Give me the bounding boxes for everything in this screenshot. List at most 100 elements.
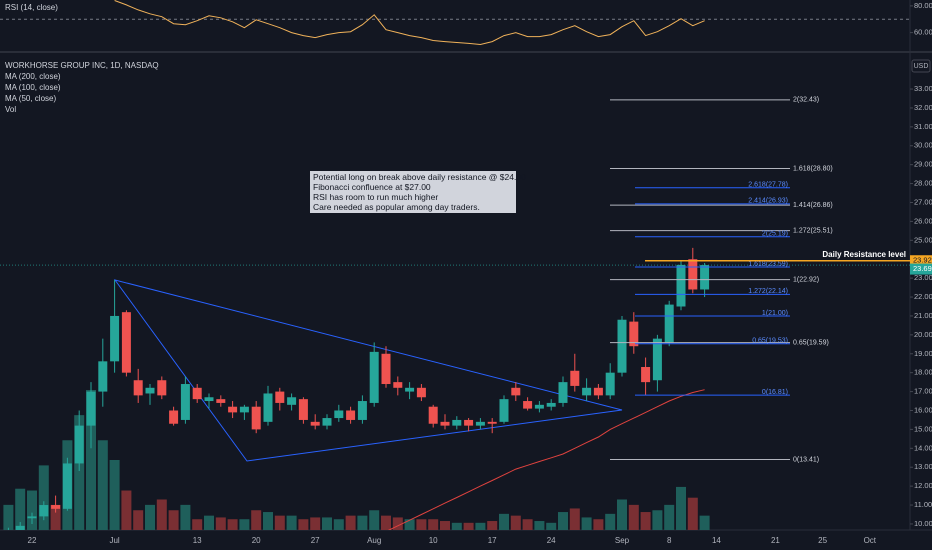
volume-bar bbox=[593, 519, 604, 530]
volume-bar bbox=[416, 519, 427, 530]
chart-title: WORKHORSE GROUP INC, 1D, NASDAQ bbox=[5, 61, 159, 70]
candle-body bbox=[322, 418, 332, 426]
candle-body bbox=[157, 380, 167, 396]
candle-body bbox=[74, 425, 84, 464]
candle-body bbox=[228, 406, 238, 413]
resistance-price-box bbox=[910, 255, 932, 267]
volume-bar bbox=[50, 504, 61, 530]
y-tick-label: 13.00 bbox=[914, 462, 932, 471]
y-tick-label: 22.00 bbox=[914, 292, 932, 301]
volume-bar bbox=[97, 440, 108, 530]
volume-bar bbox=[15, 488, 26, 530]
volume-bar bbox=[451, 522, 462, 530]
volume-bar bbox=[251, 510, 262, 530]
volume-bar bbox=[168, 510, 179, 530]
fib-label: 1.618(28.80) bbox=[793, 165, 833, 172]
rsi-tick-label: 60.00 bbox=[914, 28, 932, 37]
candle-body bbox=[676, 264, 686, 307]
fib-label: 2(25.19) bbox=[762, 231, 788, 238]
candle-body bbox=[641, 367, 651, 383]
candle-body bbox=[287, 397, 297, 405]
y-tick-label: 32.00 bbox=[914, 103, 932, 112]
candle-body bbox=[334, 410, 344, 419]
candle-body bbox=[346, 410, 356, 420]
volume-bar bbox=[392, 517, 403, 530]
volume-bar bbox=[3, 504, 14, 530]
overlay: 10.00 11.00 12.00 13.00 14.00 15.00 16.00 17.00… bbox=[28, 1, 932, 545]
candle-body bbox=[86, 391, 96, 426]
volume-bar bbox=[676, 486, 686, 530]
volume-bar bbox=[333, 519, 344, 530]
y-tick-label: 29.00 bbox=[914, 160, 932, 169]
volume-bar bbox=[121, 490, 132, 530]
y-tick-label: 28.00 bbox=[914, 179, 932, 188]
fib-label: 1.272(25.51) bbox=[793, 228, 833, 235]
volume-bar bbox=[239, 519, 250, 530]
y-tick-label: 21.00 bbox=[914, 311, 932, 320]
volume-bar bbox=[86, 390, 96, 530]
candle-body bbox=[652, 338, 662, 381]
candle-body bbox=[51, 505, 61, 509]
volume-bar bbox=[499, 513, 509, 530]
candle-body bbox=[192, 387, 202, 400]
candle-body bbox=[405, 387, 415, 392]
candle-body bbox=[180, 384, 190, 420]
fib-label: 1(21.00) bbox=[762, 310, 788, 317]
fib-label: 2.618(27.78) bbox=[748, 182, 788, 189]
candle-body bbox=[428, 406, 438, 424]
volume-bar bbox=[510, 515, 521, 530]
candle-body bbox=[700, 265, 710, 290]
volume-bar bbox=[581, 517, 592, 530]
x-tick-label: 10 bbox=[429, 536, 438, 545]
candle-body bbox=[475, 421, 485, 426]
candle-body bbox=[204, 397, 214, 402]
candle-body bbox=[110, 315, 120, 362]
note-line: Care needed as popular among day traders… bbox=[313, 202, 480, 212]
x-tick-label: Sep bbox=[615, 536, 630, 545]
x-tick-label: 24 bbox=[547, 536, 556, 545]
candle-body bbox=[62, 463, 72, 509]
volume-bar bbox=[628, 504, 639, 530]
candle-body bbox=[511, 387, 521, 396]
volume-bar bbox=[605, 513, 616, 530]
candle-body bbox=[263, 393, 273, 422]
y-tick-label: 18.00 bbox=[914, 368, 932, 377]
volume-bar bbox=[133, 510, 144, 530]
resistance-price-label: 23.92 bbox=[913, 256, 932, 265]
y-tick-label: 23.00 bbox=[914, 273, 932, 282]
volume-bar bbox=[263, 512, 273, 530]
y-tick-label: 20.00 bbox=[914, 330, 932, 339]
volume-bar bbox=[286, 515, 297, 530]
candle-body bbox=[251, 406, 261, 430]
indicator-label: Vol bbox=[5, 105, 16, 114]
y-tick-label: 10.00 bbox=[914, 519, 932, 528]
volume-bar bbox=[322, 517, 332, 530]
candle-body bbox=[570, 370, 580, 386]
fib-label: 1(22.92) bbox=[793, 276, 819, 283]
volume-bar bbox=[617, 499, 627, 530]
volume-bar bbox=[475, 522, 486, 530]
volume-bar bbox=[440, 521, 450, 530]
candle-body bbox=[98, 361, 108, 392]
fib-label: 2(32.43) bbox=[793, 97, 819, 104]
x-tick-label: 8 bbox=[667, 536, 672, 545]
rsi-line bbox=[114, 0, 705, 46]
volume-bar bbox=[274, 515, 285, 530]
y-tick-label: 12.00 bbox=[914, 481, 932, 490]
candle-body bbox=[133, 380, 143, 396]
currency-box bbox=[911, 59, 931, 73]
candle-body bbox=[145, 387, 155, 394]
volume-bar bbox=[215, 517, 226, 530]
candle-body bbox=[15, 525, 25, 530]
note-line: Fibonacci confluence at $27.00 bbox=[313, 182, 431, 192]
candle-body bbox=[617, 319, 627, 373]
volume-bar bbox=[428, 519, 439, 530]
volume-bar bbox=[109, 460, 120, 530]
candle-body bbox=[688, 259, 698, 290]
x-tick-label: 13 bbox=[193, 536, 202, 545]
triangle-drawing bbox=[113, 279, 623, 462]
volume-bar bbox=[357, 515, 368, 530]
volume-bar bbox=[156, 499, 167, 530]
candle-body bbox=[499, 399, 509, 422]
